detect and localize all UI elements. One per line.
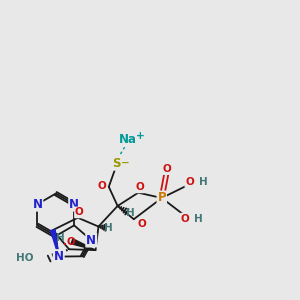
- Text: O: O: [135, 182, 144, 192]
- Text: H: H: [56, 233, 65, 243]
- Text: HO: HO: [16, 253, 34, 263]
- Text: O: O: [185, 177, 194, 187]
- Text: H: H: [199, 176, 207, 187]
- Text: Na: Na: [119, 133, 137, 146]
- Text: H: H: [103, 223, 112, 233]
- Text: O: O: [138, 220, 146, 230]
- Text: −: −: [121, 158, 130, 168]
- Text: S: S: [112, 157, 120, 170]
- Text: O: O: [98, 181, 107, 191]
- Text: P: P: [158, 191, 166, 205]
- Text: N: N: [69, 198, 79, 211]
- Text: O: O: [75, 207, 84, 218]
- Polygon shape: [71, 239, 95, 250]
- Text: O: O: [181, 214, 190, 224]
- Text: N: N: [86, 234, 96, 247]
- Text: O: O: [162, 164, 171, 174]
- Text: +: +: [136, 131, 145, 141]
- Text: H: H: [194, 214, 203, 224]
- Text: N: N: [54, 250, 64, 263]
- Text: H: H: [126, 208, 134, 218]
- Polygon shape: [50, 230, 59, 256]
- Text: N: N: [32, 198, 42, 211]
- Text: .O: .O: [63, 237, 76, 247]
